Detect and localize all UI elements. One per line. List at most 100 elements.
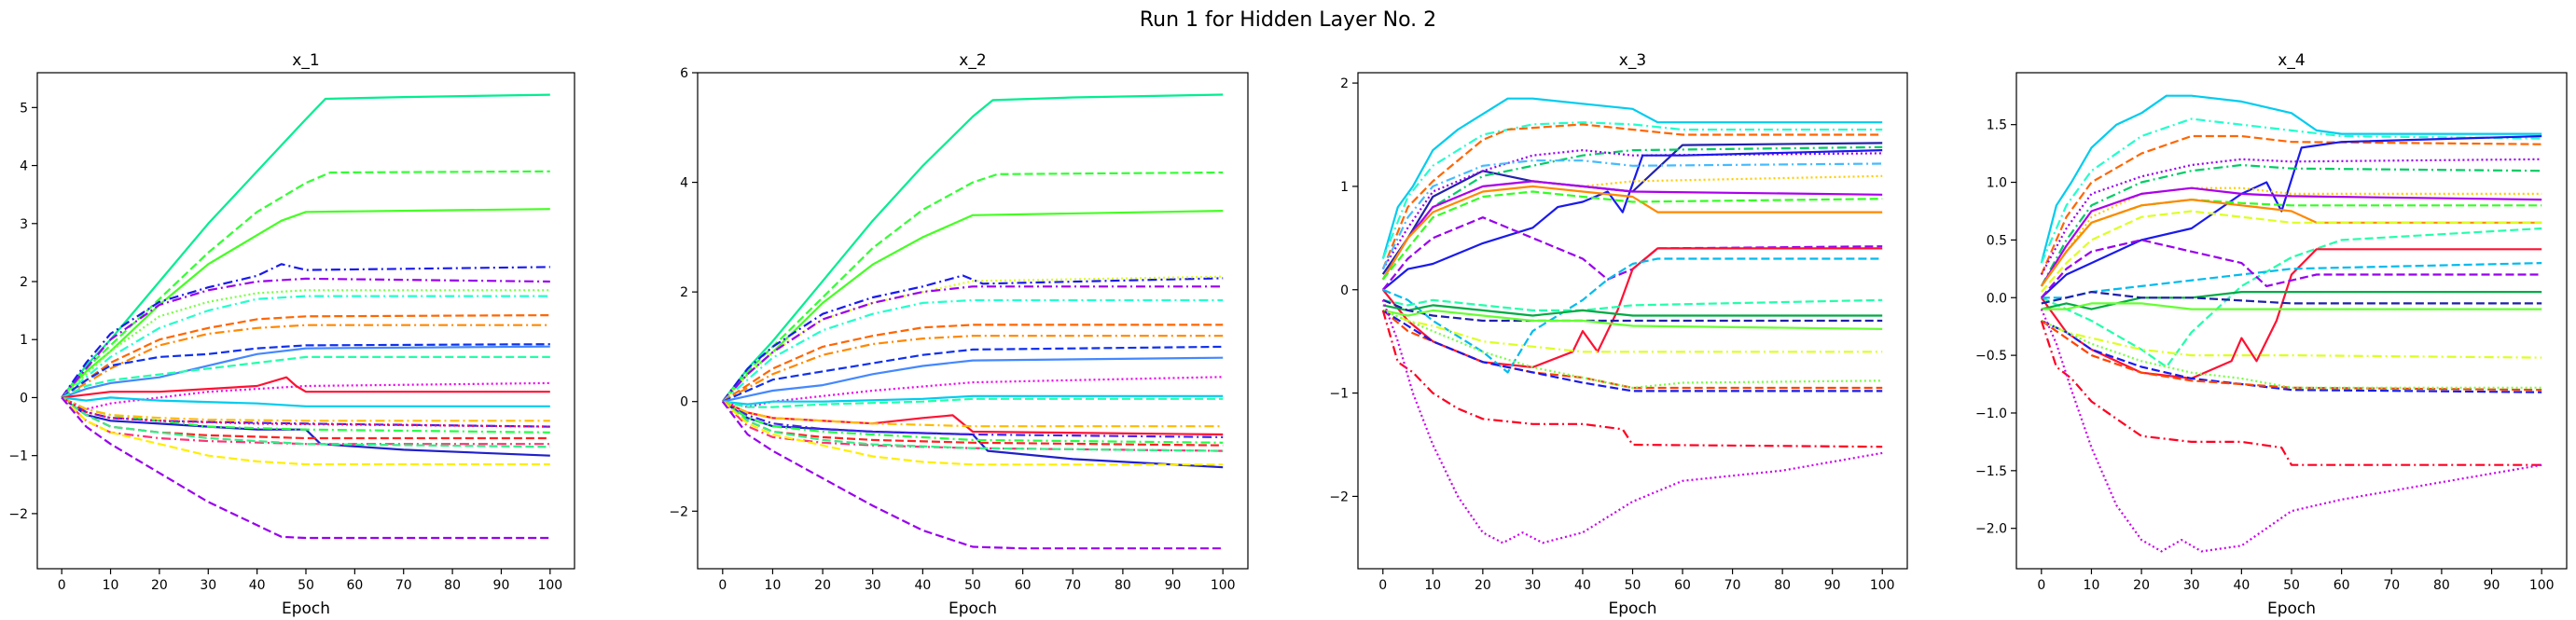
series-line xyxy=(1381,97,1883,259)
chart-title: x_1 xyxy=(292,51,319,70)
x-tick-label: 50 xyxy=(2283,578,2300,593)
series-group xyxy=(1381,97,1883,544)
x-tick-label: 30 xyxy=(200,578,216,593)
x-axis-label: Epoch xyxy=(2267,599,2316,618)
series-line xyxy=(1382,309,1883,390)
y-tick-label: −1 xyxy=(8,449,28,464)
series-line xyxy=(1382,310,1883,390)
series-line xyxy=(721,285,1224,403)
y-tick-label: 1.5 xyxy=(1987,118,2007,133)
series-line xyxy=(1381,299,1883,544)
y-tick-label: 0.0 xyxy=(1987,291,2007,306)
series-line xyxy=(61,396,550,448)
y-tick-label: −1.5 xyxy=(1975,464,2007,479)
series-line xyxy=(722,397,1224,408)
x-tick-label: 60 xyxy=(346,578,363,593)
x-tick-label: 0 xyxy=(718,578,727,593)
series-line xyxy=(721,401,1224,550)
chart-panel-4: 0 10 20 30 40 50 60 70 80 90 100 −2.0 −1.5 −1.0 −0.5 0.… xyxy=(1975,51,2568,618)
x-tick-label: 100 xyxy=(1870,578,1895,593)
chart-title: x_3 xyxy=(1619,51,1646,70)
series-line xyxy=(61,343,550,399)
x-tick-label: 90 xyxy=(1165,578,1182,593)
x-tick-label: 90 xyxy=(1824,578,1841,593)
series-line xyxy=(62,396,550,407)
series-line xyxy=(2040,186,2542,287)
y-tick-label: 1 xyxy=(1340,180,1349,195)
series-line xyxy=(61,396,550,466)
y-tick-label: 3 xyxy=(20,217,28,232)
x-tick-label: 10 xyxy=(2084,578,2100,593)
y-tick-label: −1.0 xyxy=(1975,406,2007,421)
series-line xyxy=(1382,149,1883,291)
series-line xyxy=(1382,304,1883,317)
series-group xyxy=(2040,94,2542,553)
series-group xyxy=(721,93,1224,550)
y-tick-label: 0.5 xyxy=(1987,233,2007,248)
series-line xyxy=(61,396,550,446)
y-tick-label: 0 xyxy=(20,391,28,406)
series-line xyxy=(1381,185,1883,281)
y-tick-label: 2 xyxy=(1340,76,1349,91)
series-line xyxy=(721,210,1224,403)
x-tick-label: 10 xyxy=(1424,578,1441,593)
x-tick-label: 20 xyxy=(2133,578,2150,593)
x-tick-label: 90 xyxy=(2484,578,2500,593)
x-tick-label: 40 xyxy=(1574,578,1591,593)
axes-frame xyxy=(697,72,1249,570)
x-tick-label: 40 xyxy=(249,578,266,593)
series-line xyxy=(2041,320,2542,359)
x-tick-label: 70 xyxy=(1724,578,1741,593)
series-line xyxy=(2040,163,2542,287)
series-line xyxy=(1381,190,1883,281)
x-axis-label: Epoch xyxy=(1608,599,1656,618)
chart-title: x_4 xyxy=(2278,51,2305,70)
series-line xyxy=(1381,145,1883,281)
chart-title: x_2 xyxy=(959,51,986,70)
series-line xyxy=(61,324,550,399)
x-tick-label: 20 xyxy=(151,578,168,593)
y-tick-label: −2 xyxy=(8,507,28,522)
x-tick-label: 100 xyxy=(1211,578,1236,593)
series-line xyxy=(722,324,1224,403)
x-tick-label: 80 xyxy=(1115,578,1131,593)
y-tick-label: −2 xyxy=(669,504,688,519)
series-line xyxy=(2040,239,2542,299)
series-line xyxy=(2040,199,2542,287)
series-line xyxy=(61,295,550,399)
x-tick-label: 40 xyxy=(2233,578,2250,593)
series-line xyxy=(2041,302,2542,310)
y-tick-label: 1.0 xyxy=(1987,176,2007,191)
series-line xyxy=(1382,298,1883,323)
series-line xyxy=(62,376,550,399)
x-tick-label: 40 xyxy=(914,578,931,593)
series-line xyxy=(722,400,1224,428)
series-line xyxy=(722,335,1224,403)
x-tick-label: 70 xyxy=(395,578,412,593)
series-line xyxy=(61,345,550,399)
x-tick-label: 0 xyxy=(58,578,66,593)
y-tick-label: 4 xyxy=(680,176,688,191)
y-tick-label: −0.5 xyxy=(1975,349,2007,364)
series-line xyxy=(722,394,1224,406)
x-tick-label: 80 xyxy=(444,578,461,593)
x-tick-label: 20 xyxy=(814,578,831,593)
series-line xyxy=(2041,291,2542,305)
series-line xyxy=(2040,210,2542,293)
y-tick-label: 0 xyxy=(680,395,688,410)
x-tick-label: 30 xyxy=(865,578,881,593)
x-tick-label: 10 xyxy=(103,578,119,593)
x-tick-label: 0 xyxy=(1378,578,1387,593)
x-tick-label: 0 xyxy=(2037,578,2045,593)
series-line xyxy=(61,396,550,434)
y-tick-label: 5 xyxy=(20,101,28,116)
x-axis-label: Epoch xyxy=(282,599,330,618)
series-line xyxy=(2040,309,2542,553)
y-tick-label: 0 xyxy=(1340,283,1349,298)
x-tick-label: 30 xyxy=(2183,578,2200,593)
series-line xyxy=(2041,320,2542,392)
series-line xyxy=(61,396,550,540)
x-tick-label: 60 xyxy=(2334,578,2350,593)
panels: 0 10 20 30 40 50 60 70 80 90 100−2−1012345x_1Epoch… xyxy=(8,51,2568,618)
